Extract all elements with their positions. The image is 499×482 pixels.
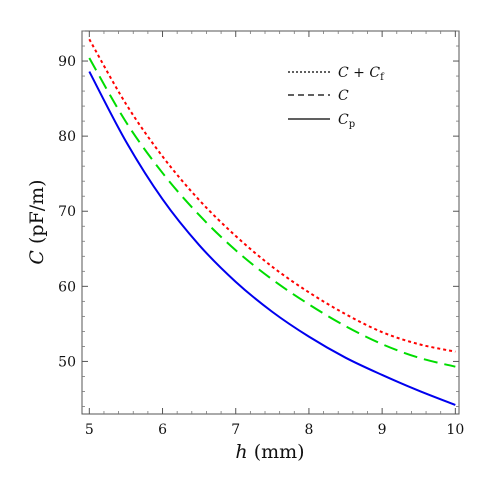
x-tick-label: 6 bbox=[158, 422, 167, 438]
x-tick-label: 7 bbox=[231, 422, 240, 438]
legend-label-c-plus-cf: C + Cf bbox=[338, 65, 385, 83]
legend-label-c: C bbox=[338, 88, 349, 104]
y-tick-label: 70 bbox=[58, 204, 76, 220]
x-tick-label: 9 bbox=[378, 422, 387, 438]
legend-label-cp: Cp bbox=[338, 112, 355, 130]
x-axis-label: h (mm) bbox=[235, 441, 304, 463]
plot-frame bbox=[81, 30, 460, 415]
x-tick-label: 8 bbox=[304, 422, 313, 438]
axis-tick-labels: 5 6 7 8 9 10 50 60 70 80 90 bbox=[58, 54, 464, 438]
series-line-c-plus-cf bbox=[88, 38, 456, 353]
axis-ticks bbox=[82, 30, 459, 414]
series-line-cp bbox=[88, 71, 456, 406]
legend: C + Cf C Cp bbox=[288, 65, 385, 130]
y-tick-label: 80 bbox=[58, 129, 76, 145]
x-tick-label: 10 bbox=[446, 422, 464, 438]
x-tick-label: 5 bbox=[85, 422, 94, 438]
y-axis-label: C (pF/m) bbox=[26, 179, 48, 264]
series-lines bbox=[88, 38, 456, 406]
series-line-c bbox=[88, 57, 456, 368]
y-tick-label: 50 bbox=[58, 354, 76, 370]
y-tick-label: 60 bbox=[58, 279, 76, 295]
y-tick-label: 90 bbox=[58, 54, 76, 70]
